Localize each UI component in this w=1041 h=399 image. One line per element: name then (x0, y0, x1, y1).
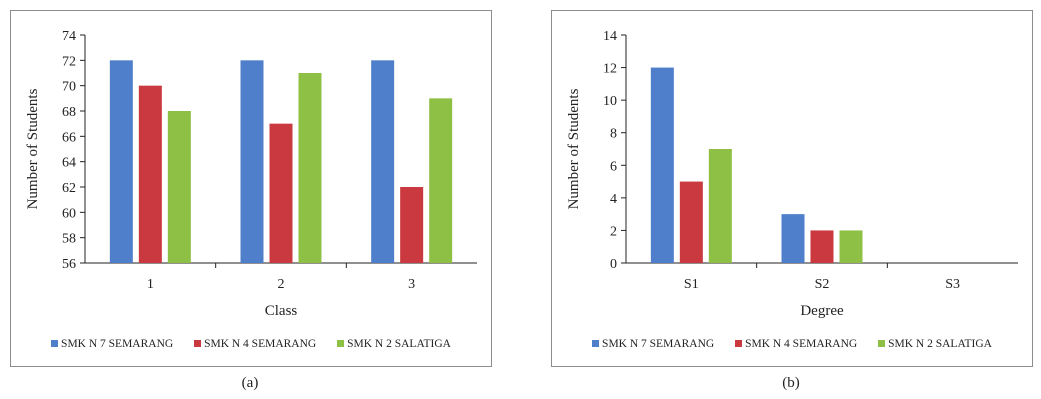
legend-label: SMK N 7 SEMARANG (602, 338, 715, 350)
bar (429, 98, 453, 263)
y-tick-label: 58 (62, 232, 76, 247)
bar (138, 85, 162, 264)
legend-item: SMK N 4 SEMARANG (194, 338, 316, 350)
bar (167, 111, 191, 263)
y-tick-label: 0 (610, 257, 617, 272)
x-axis-title: Degree (800, 303, 844, 319)
legend-item: SMK N 7 SEMARANG (592, 338, 714, 350)
legend-item: SMK N 7 SEMARANG (51, 338, 173, 350)
y-tick-label: 4 (610, 192, 617, 207)
legend-swatch-icon (735, 340, 743, 347)
figure-caption-b: (b) (782, 375, 800, 391)
legend-label: SMK N 2 SALATIGA (347, 338, 451, 350)
x-tick-label: 3 (408, 277, 415, 292)
legend-swatch-icon (337, 340, 345, 347)
legend-label: SMK N 7 SEMARANG (61, 338, 174, 350)
y-tick-label: 66 (62, 130, 76, 145)
legend-swatch-icon (878, 340, 886, 347)
legend-swatch-icon (194, 340, 202, 347)
bar (839, 230, 863, 263)
y-axis-title: Number of Students (566, 88, 582, 209)
legend-item: SMK N 2 SALATIGA (878, 338, 992, 350)
bar (269, 123, 293, 264)
y-tick-label: 72 (62, 54, 76, 69)
legend-swatch-icon (51, 340, 59, 347)
bar (240, 60, 264, 264)
bar (400, 187, 424, 263)
y-tick-label: 64 (62, 156, 76, 171)
legend-label: SMK N 4 SEMARANG (745, 338, 858, 350)
x-axis-title: Class (265, 303, 298, 319)
y-tick-label: 56 (62, 257, 76, 272)
y-tick-label: 12 (603, 62, 617, 77)
legend-a: SMK N 7 SEMARANG SMK N 4 SEMARANG SMK N … (11, 338, 491, 350)
bar (708, 149, 732, 263)
legend-label: SMK N 2 SALATIGA (888, 338, 992, 350)
x-tick-label: S1 (684, 277, 699, 292)
bar (109, 60, 133, 264)
y-tick-label: 14 (603, 29, 617, 44)
legend-item: SMK N 4 SEMARANG (735, 338, 857, 350)
y-tick-label: 10 (603, 94, 617, 109)
y-axis-title: Number of Students (25, 88, 41, 209)
x-tick-label: 1 (147, 277, 154, 292)
legend-item: SMK N 2 SALATIGA (337, 338, 451, 350)
y-tick-label: 68 (62, 105, 76, 120)
y-tick-label: 70 (62, 80, 76, 95)
y-tick-label: 2 (610, 224, 617, 239)
y-tick-label: 74 (62, 29, 76, 44)
chart-panel-a: 56 58 60 62 64 66 68 70 72 74 1 2 3 Class Number of St… (10, 10, 492, 367)
y-tick-label: 8 (610, 127, 617, 142)
x-tick-label: 2 (278, 277, 285, 292)
y-tick-label: 6 (610, 159, 617, 174)
bar (679, 181, 703, 263)
y-tick-label: 62 (62, 181, 76, 196)
x-tick-label: S2 (815, 277, 830, 292)
chart-panel-b: 0 2 4 6 8 10 12 14 S1 S2 S3 Degree Number of Student… (551, 10, 1033, 367)
legend-b: SMK N 7 SEMARANG SMK N 4 SEMARANG SMK N … (552, 338, 1032, 350)
x-tick-label: S3 (945, 277, 960, 292)
legend-swatch-icon (592, 340, 600, 347)
bar (298, 73, 322, 263)
bar (371, 60, 395, 264)
y-tick-label: 60 (62, 206, 76, 221)
chart-b-svg: 0 2 4 6 8 10 12 14 S1 S2 S3 Degree Number of Student… (566, 29, 1018, 319)
bar (650, 67, 674, 263)
legend-label: SMK N 4 SEMARANG (204, 338, 317, 350)
figure-caption-a: (a) (241, 375, 259, 391)
bar (810, 230, 834, 263)
chart-a-svg: 56 58 60 62 64 66 68 70 72 74 1 2 3 Class Number of St… (25, 29, 477, 319)
bar (781, 214, 805, 263)
